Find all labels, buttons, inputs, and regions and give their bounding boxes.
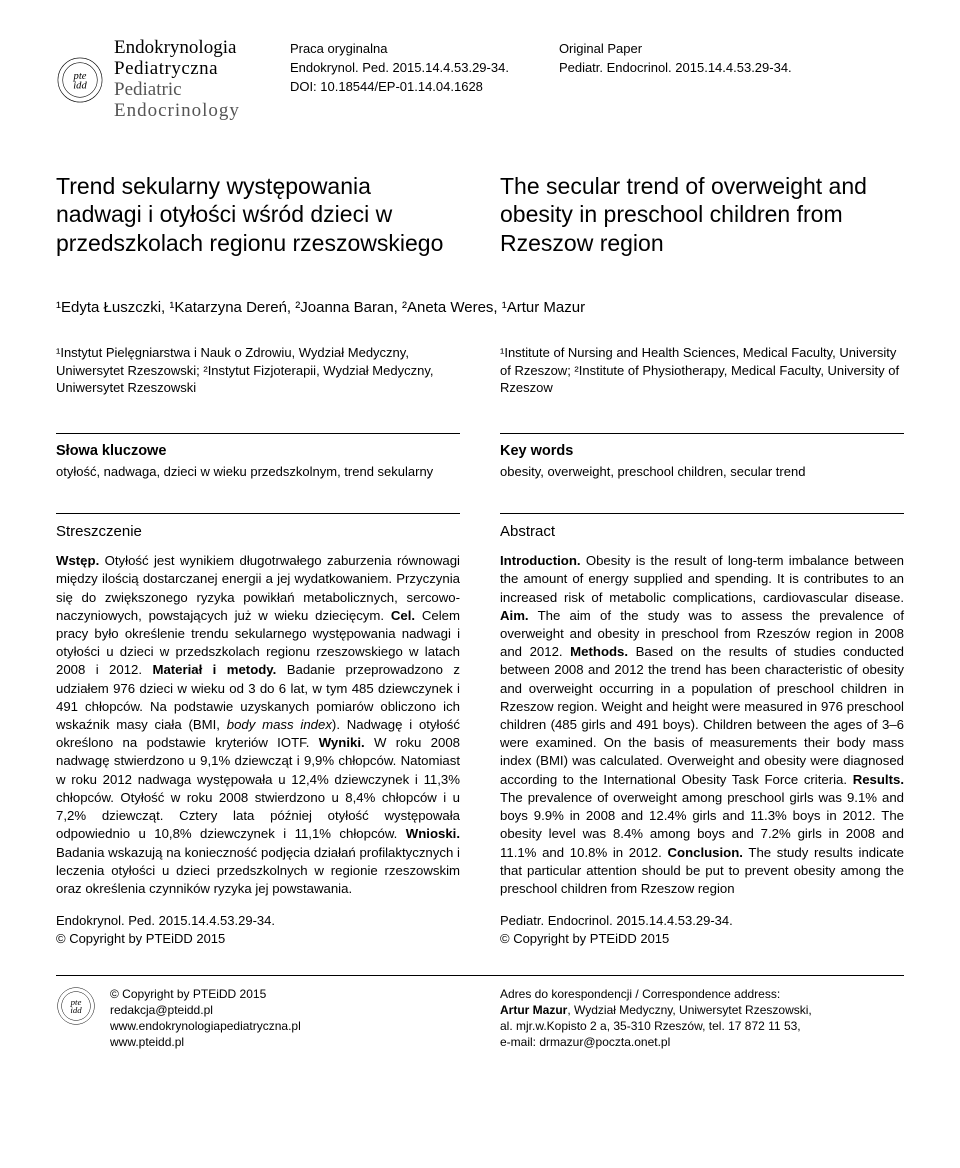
society-logo-icon: pte idd — [56, 56, 104, 104]
doi: DOI: 10.18544/EP-01.14.04.1628 — [290, 78, 509, 97]
citation-en: Pediatr. Endocrinol. 2015.14.4.53.29-34. — [559, 59, 792, 78]
results-label-pl: Wyniki. — [319, 735, 365, 750]
conclusion-label-pl: Wnioski. — [406, 826, 460, 841]
keywords-en-head: Key words — [500, 442, 904, 462]
affiliation-pl: ¹Instytut Pielęgniarstwa i Nauk o Zdrowi… — [56, 344, 460, 397]
keywords-en-body: obesity, overweight, preschool children,… — [500, 463, 904, 481]
header-meta: Praca oryginalna Endokrynol. Ped. 2015.1… — [290, 38, 792, 97]
results-label-en: Results. — [853, 772, 904, 787]
authors-line: ¹Edyta Łuszczki, ¹Katarzyna Dereń, ²Joan… — [56, 298, 904, 318]
methods-label-pl: Materiał i metody. — [152, 662, 276, 677]
abstract-en: Abstract Introduction. Obesity is the re… — [500, 495, 904, 898]
journal-name: Endokrynologia Pediatryczna Pediatric En… — [114, 38, 240, 122]
article-titles: Trend sekularny występowania nadwagi i o… — [56, 172, 904, 258]
keywords-row: Słowa kluczowe otyłość, nadwaga, dzieci … — [56, 415, 904, 481]
citation-en-block: Pediatr. Endocrinol. 2015.14.4.53.29-34.… — [500, 912, 904, 948]
rule — [500, 513, 904, 514]
journal-url-1: www.endokrynologiapediatryczna.pl — [110, 1018, 301, 1034]
cite-en-2: © Copyright by PTEiDD 2015 — [500, 930, 904, 948]
header-meta-pl: Praca oryginalna Endokrynol. Ped. 2015.1… — [290, 40, 509, 97]
abstract-pl-body: Wstęp. Otyłość jest wynikiem długotrwałe… — [56, 552, 460, 898]
intro-label-pl: Wstęp. — [56, 553, 99, 568]
journal-url-2: www.pteidd.pl — [110, 1034, 301, 1050]
title-en: The secular trend of overweight and obes… — [500, 172, 904, 258]
footer-left-text: © Copyright by PTEiDD 2015 redakcja@ptei… — [110, 986, 301, 1051]
journal-name-line1: Endokrynologia — [114, 38, 240, 59]
title-en-col: The secular trend of overweight and obes… — [500, 172, 904, 258]
cite-en-1: Pediatr. Endocrinol. 2015.14.4.53.29-34. — [500, 912, 904, 930]
abstract-pl-head: Streszczenie — [56, 522, 460, 542]
correspondence-email: e-mail: drmazur@poczta.onet.pl — [500, 1034, 904, 1050]
methods-label-en: Methods. — [570, 644, 628, 659]
abstract-pl: Streszczenie Wstęp. Otyłość jest wynikie… — [56, 495, 460, 898]
title-pl-col: Trend sekularny występowania nadwagi i o… — [56, 172, 460, 258]
keywords-pl: Słowa kluczowe otyłość, nadwaga, dzieci … — [56, 415, 460, 481]
title-pl: Trend sekularny występowania nadwagi i o… — [56, 172, 460, 258]
journal-name-line4: Endocrinology — [114, 101, 240, 122]
rule — [56, 513, 460, 514]
affiliation-en: ¹Institute of Nursing and Health Science… — [500, 344, 904, 397]
footer-left: pte idd © Copyright by PTEiDD 2015 redak… — [56, 986, 460, 1051]
journal-name-line3: Pediatric — [114, 80, 240, 101]
rule — [500, 433, 904, 434]
svg-text:idd: idd — [70, 1005, 82, 1015]
journal-name-line2: Pediatryczna — [114, 59, 240, 80]
intro-label-en: Introduction. — [500, 553, 581, 568]
cite-pl-2: © Copyright by PTEiDD 2015 — [56, 930, 460, 948]
article-type-pl: Praca oryginalna — [290, 40, 509, 59]
footer-right: Adres do korespondencji / Correspondence… — [500, 986, 904, 1051]
keywords-pl-head: Słowa kluczowe — [56, 442, 460, 462]
aim-label-pl: Cel. — [391, 608, 415, 623]
journal-logo-block: pte idd Endokrynologia Pediatryczna Pedi… — [56, 38, 240, 122]
rule — [56, 433, 460, 434]
abstracts-row: Streszczenie Wstęp. Otyłość jest wynikie… — [56, 495, 904, 898]
abstract-en-body: Introduction. Obesity is the result of l… — [500, 552, 904, 898]
correspondence-head: Adres do korespondencji / Correspondence… — [500, 986, 904, 1002]
citation-row: Endokrynol. Ped. 2015.14.4.53.29-34. © C… — [56, 912, 904, 948]
affiliations: ¹Instytut Pielęgniarstwa i Nauk o Zdrowi… — [56, 344, 904, 401]
header-meta-en: Original Paper Pediatr. Endocrinol. 2015… — [559, 40, 792, 97]
copyright: © Copyright by PTEiDD 2015 — [110, 986, 301, 1002]
citation-pl: Endokrynol. Ped. 2015.14.4.53.29-34. — [290, 59, 509, 78]
editor-email: redakcja@pteidd.pl — [110, 1002, 301, 1018]
correspondence-address: al. mjr.w.Kopisto 2 a, 35-310 Rzeszów, t… — [500, 1018, 904, 1034]
citation-pl-block: Endokrynol. Ped. 2015.14.4.53.29-34. © C… — [56, 912, 460, 948]
abstract-en-head: Abstract — [500, 522, 904, 542]
keywords-en: Key words obesity, overweight, preschool… — [500, 415, 904, 481]
aim-label-en: Aim. — [500, 608, 529, 623]
page-footer: pte idd © Copyright by PTEiDD 2015 redak… — [56, 975, 904, 1051]
page-header: pte idd Endokrynologia Pediatryczna Pedi… — [56, 38, 904, 122]
correspondence-name-line: Artur Mazur, Wydział Medyczny, Uniwersyt… — [500, 1002, 904, 1018]
article-type-en: Original Paper — [559, 40, 792, 59]
footer-logo-icon: pte idd — [56, 986, 96, 1026]
svg-text:idd: idd — [73, 80, 87, 91]
keywords-pl-body: otyłość, nadwaga, dzieci w wieku przedsz… — [56, 463, 460, 481]
conclusion-label-en: Conclusion. — [667, 845, 742, 860]
cite-pl-1: Endokrynol. Ped. 2015.14.4.53.29-34. — [56, 912, 460, 930]
